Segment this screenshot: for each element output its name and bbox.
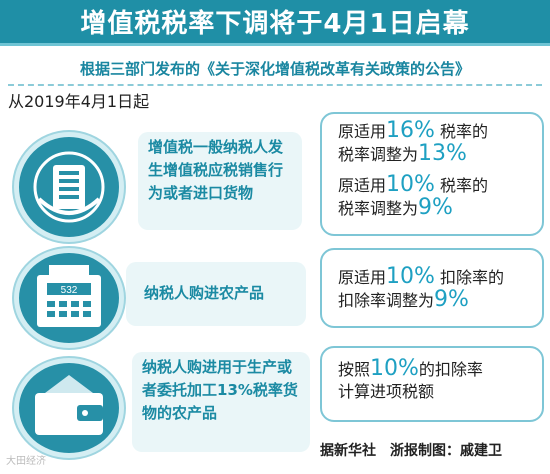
row3-label-box: 纳税人购进用于生产或者委托加工13%税率货物的农产品: [132, 352, 310, 452]
divider: [8, 84, 542, 86]
row2-label: 纳税人购进农产品: [144, 284, 265, 302]
calculator-icon: 532: [14, 248, 124, 348]
rule-1a: 原适用16% 税率的 税率调整为13%: [338, 118, 489, 166]
calculator-display: 532: [61, 285, 78, 296]
row1-label: 增值税一般纳税人发生增值税应税销售行为或者进口货物: [148, 138, 284, 202]
subtitle: 根据三部门发布的《关于深化增值税改革有关政策的公告》: [79, 60, 470, 78]
rule-1b: 原适用10% 税率的 税率调整为9%: [338, 172, 489, 220]
row2-rule-box: 原适用10% 扣除率的 扣除率调整为9%: [320, 248, 544, 328]
tax-emblem-icon: [14, 132, 124, 242]
page-title: 增值税税率下调将于4月1日启幕: [80, 9, 470, 39]
row1-label-box: 增值税一般纳税人发生增值税应税销售行为或者进口货物: [138, 132, 302, 230]
effective-date: 从2019年4月1日起: [8, 92, 150, 111]
title-banner: 增值税税率下调将于4月1日启幕: [0, 0, 550, 46]
row3-rule-box: 按照10%的扣除率 计算进项税额: [320, 346, 544, 422]
source-credit: 据新华社 浙报制图：戚建卫: [320, 443, 502, 459]
row3-label: 纳税人购进用于生产或者委托加工13%税率货物的农产品: [142, 358, 298, 422]
wallet-icon: [14, 358, 124, 458]
row2-label-box: 纳税人购进农产品: [126, 262, 306, 326]
row1-rule-box: 原适用16% 税率的 税率调整为13% 原适用10% 税率的 税率调整为9%: [320, 112, 544, 236]
watermark: 大田经济: [6, 456, 46, 467]
